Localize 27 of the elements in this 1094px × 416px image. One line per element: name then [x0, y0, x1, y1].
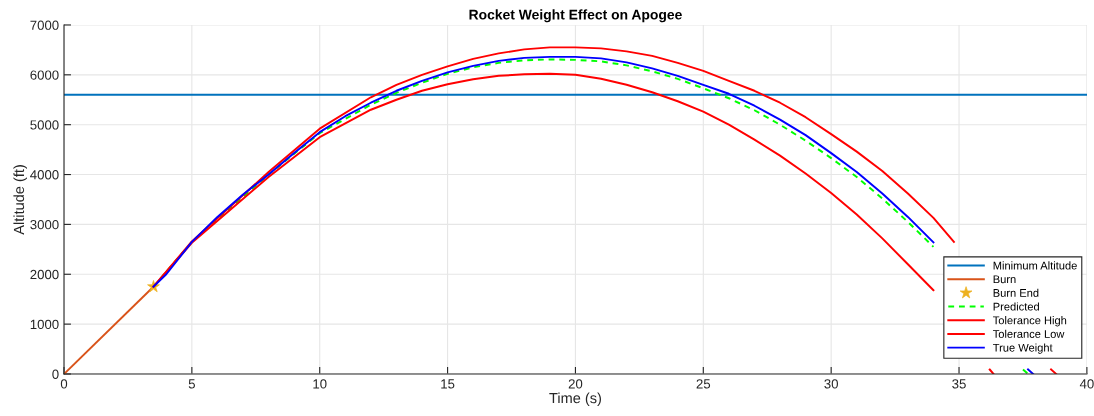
x-tick-label: 5 — [188, 379, 195, 389]
legend-label: Predicted — [993, 302, 1039, 311]
x-tick-label: 40 — [1079, 379, 1094, 389]
legend-label: Tolerance High — [992, 316, 1067, 327]
y-tick-label: 5000 — [30, 120, 59, 130]
x-tick-label: 35 — [952, 379, 966, 389]
y-tick-label: 2000 — [30, 269, 59, 280]
legend-label: Tolerance Low — [992, 329, 1065, 338]
chart-title: Rocket Weight Effect on Apogee — [469, 9, 682, 23]
x-tick-label: 0 — [60, 379, 68, 389]
legend-label: True Weight — [992, 343, 1053, 354]
y-tick-label: 4000 — [30, 170, 59, 180]
y-tick-label: 0 — [52, 369, 59, 379]
y-tick-label: 1000 — [30, 319, 59, 330]
y-tick-label: 6000 — [30, 70, 59, 80]
y-tick-label: 3000 — [30, 219, 59, 230]
x-tick-label: 20 — [568, 379, 583, 389]
x-tick-label: 15 — [441, 379, 455, 389]
x-tick-label: 25 — [696, 379, 711, 389]
x-axis-title: Time (s) — [549, 392, 601, 407]
legend-label: Burn — [993, 275, 1016, 284]
y-axis-title: Altitude (ft) — [13, 165, 27, 235]
y-tick-label: 7000 — [30, 20, 59, 30]
legend-label: Burn End — [993, 288, 1039, 297]
legend-label: Minimum Altitude — [993, 261, 1077, 270]
x-tick-label: 30 — [824, 379, 838, 389]
x-tick-label: 10 — [313, 379, 327, 389]
